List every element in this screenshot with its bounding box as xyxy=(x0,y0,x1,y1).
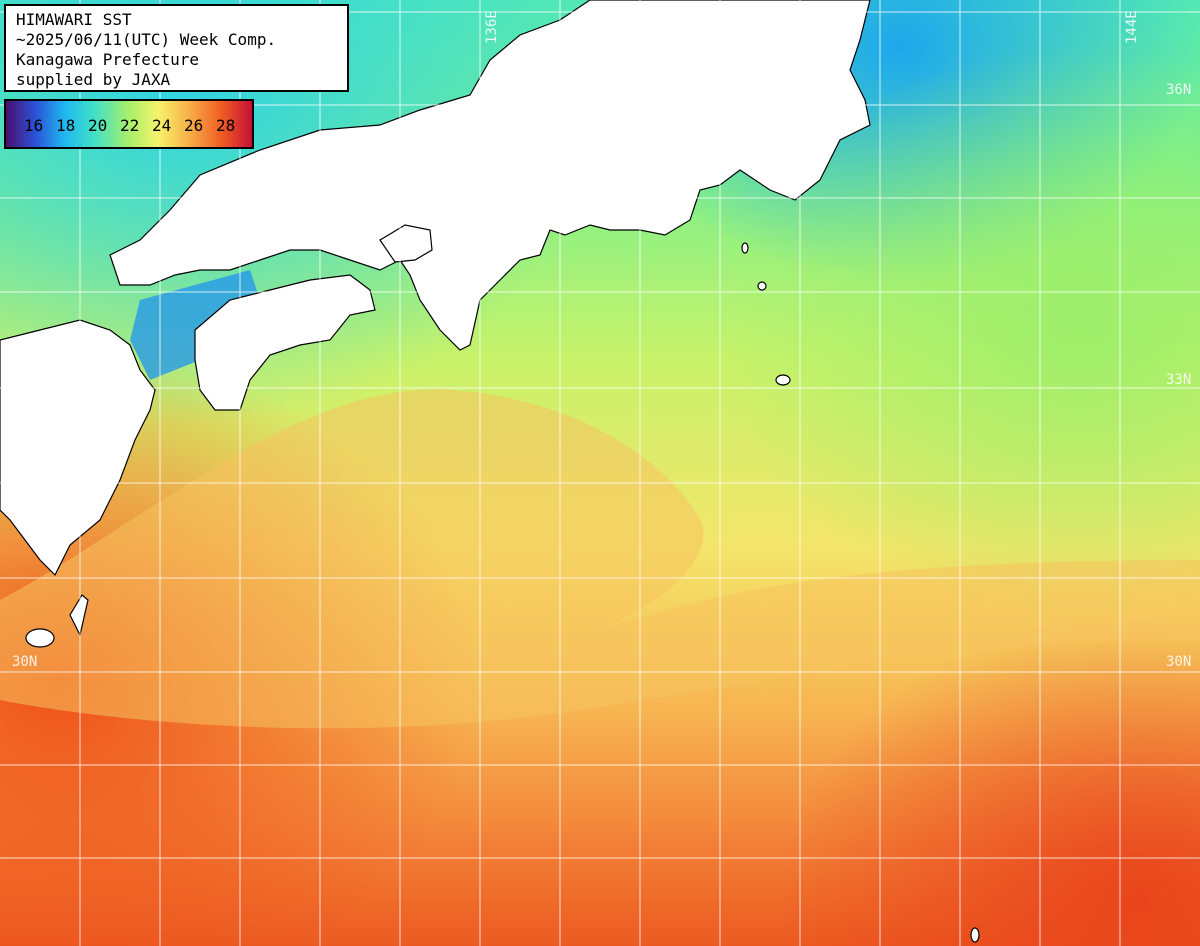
island-south xyxy=(970,927,980,943)
island-tanegashima xyxy=(69,594,89,637)
legend-tick-18: 18 xyxy=(56,116,76,135)
title-line-3: Kanagawa Prefecture xyxy=(16,50,200,69)
legend-tick-22: 22 xyxy=(120,116,140,135)
legend-tick-28: 28 xyxy=(216,116,236,135)
island-hachijojima xyxy=(775,374,791,386)
title-line-2: ~2025/06/11(UTC) Week Comp. xyxy=(16,30,277,49)
grid-label-30n-left: 30N xyxy=(12,654,38,670)
grid-label-36n: 36N xyxy=(1166,82,1192,98)
title-line-1: HIMAWARI SST xyxy=(16,10,132,29)
awaji-island xyxy=(379,224,433,263)
honshu xyxy=(109,0,871,351)
legend-tick-26: 26 xyxy=(184,116,204,135)
grid-label-144e: 144E xyxy=(1124,10,1140,44)
island-miyakejima xyxy=(757,281,767,291)
legend-tick-20: 20 xyxy=(88,116,108,135)
legend-tick-24: 24 xyxy=(152,116,172,135)
grid-label-33n: 33N xyxy=(1166,372,1192,388)
island-yakushima xyxy=(25,628,55,648)
temperature-color-legend: 16 18 20 22 24 26 28 xyxy=(4,99,254,149)
kyushu xyxy=(0,319,156,577)
grid-label-136e: 136E xyxy=(484,10,500,44)
grid-label-30n-right: 30N xyxy=(1166,654,1192,670)
kuroshio-current xyxy=(0,389,1200,729)
inland-sea xyxy=(130,270,260,380)
title-box: HIMAWARI SST ~2025/06/11(UTC) Week Comp.… xyxy=(4,4,349,92)
island-oshima xyxy=(741,242,749,254)
title-line-4: supplied by JAXA xyxy=(16,70,171,89)
legend-tick-16: 16 xyxy=(24,116,44,135)
